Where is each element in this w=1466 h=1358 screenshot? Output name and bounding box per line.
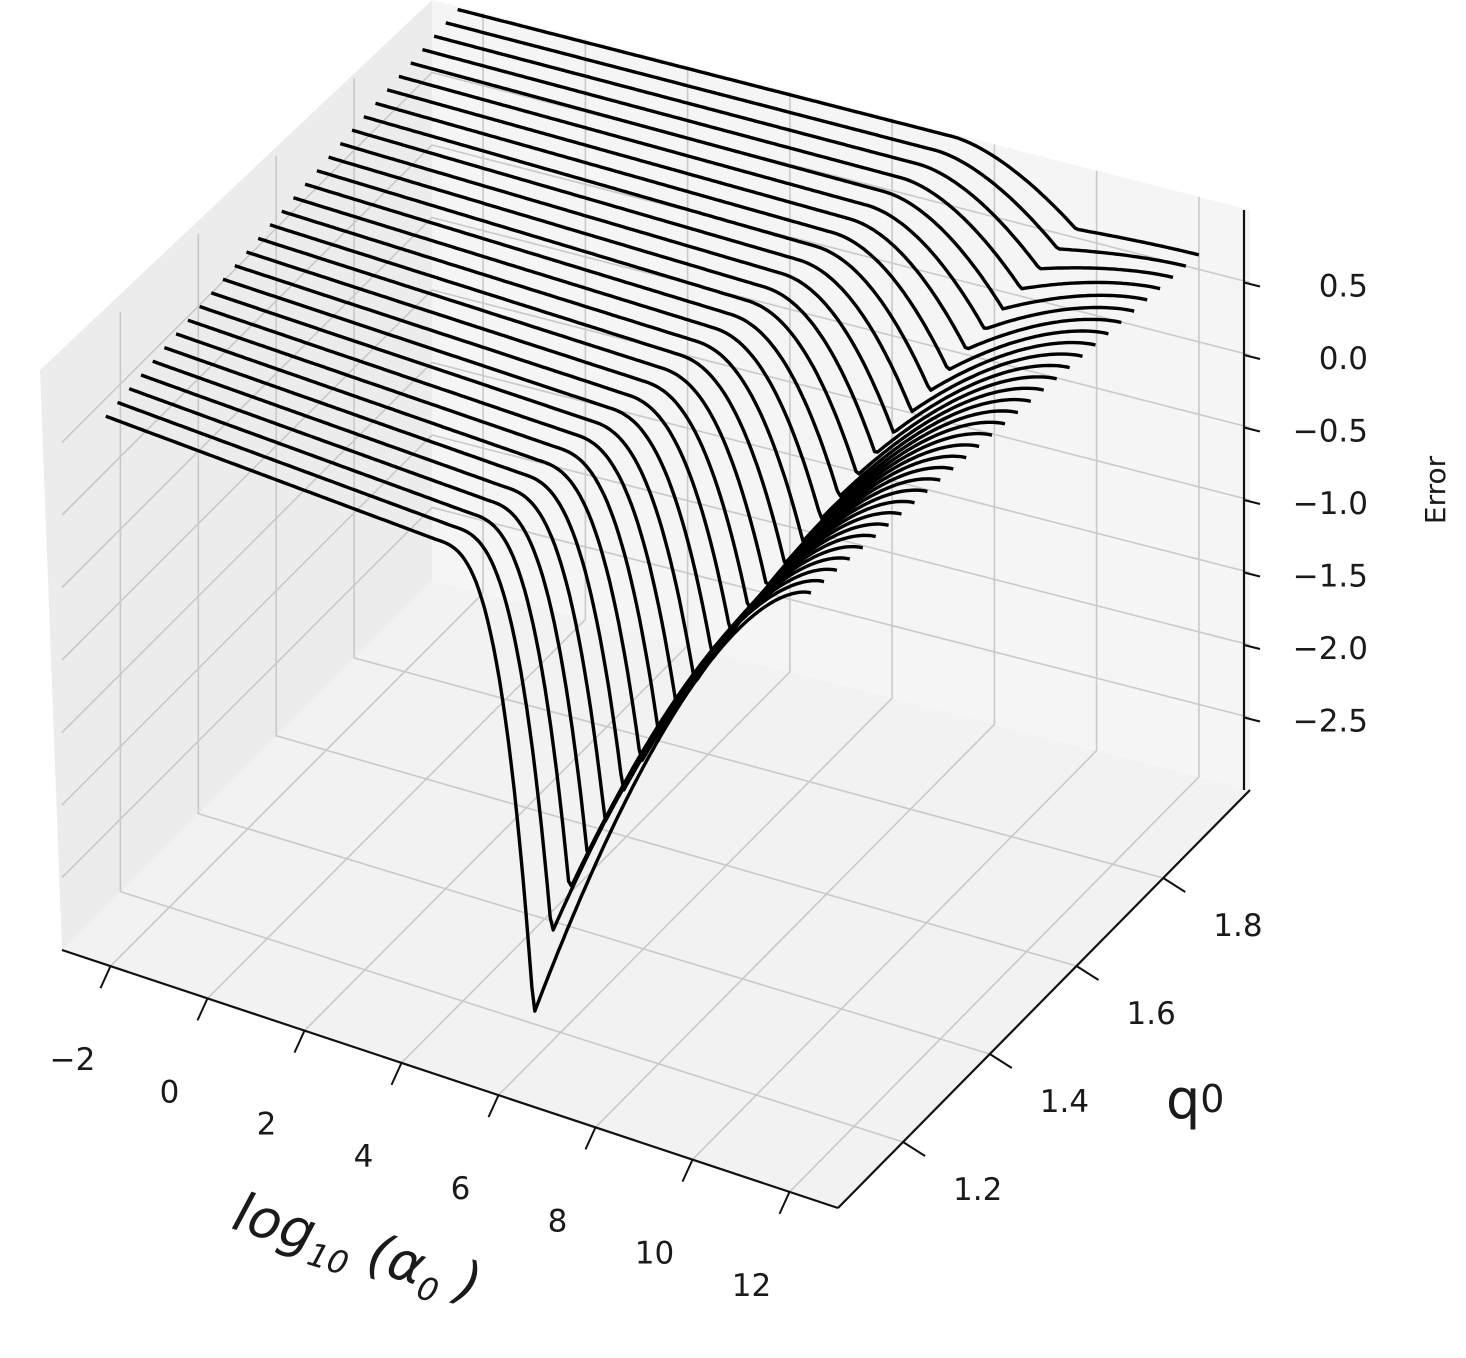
x-grid-line (691, 170, 1098, 1161)
z-grid-line (61, 506, 1251, 879)
y-tick-label: 1.4 (1040, 1084, 1089, 1120)
x-axis-title: log10 (α0 ) (224, 1180, 489, 1322)
y-tick (1162, 877, 1186, 893)
x-tick-label: 4 (354, 1139, 374, 1175)
z-tick (1243, 716, 1261, 723)
x-tick-label: 2 (257, 1107, 277, 1143)
series-line (433, 34, 1174, 280)
x-tick (196, 997, 209, 1021)
series-line (457, 7, 1200, 257)
y-tick-label: 1.2 (953, 1172, 1002, 1208)
y-grid-line (197, 233, 991, 1055)
series-line (386, 88, 1122, 351)
x-tick-label: 12 (732, 1268, 771, 1304)
x-tick-label: −2 (50, 1042, 96, 1078)
grid-lines (61, 13, 1251, 1193)
z-tick-label: −2.5 (1293, 704, 1368, 740)
floor-pane (62, 580, 1250, 1208)
series-line (421, 47, 1161, 291)
x-grid-line (497, 118, 893, 1096)
y-tick-label: 1.6 (1127, 996, 1176, 1032)
series-line (281, 209, 1006, 543)
x-tick (390, 1062, 403, 1086)
series-line (234, 263, 954, 635)
z-grid-line (61, 361, 1251, 734)
left-wall-pane (40, 0, 432, 950)
x-grid-line (788, 196, 1200, 1193)
y-tick (902, 1141, 926, 1157)
axis-lines (61, 210, 1261, 1215)
series-line (292, 196, 1019, 521)
z-grid-line (61, 289, 1251, 661)
x-tick-label: 8 (548, 1203, 568, 1239)
x-grid-line (109, 13, 484, 967)
x-tick (99, 965, 112, 989)
series-line (257, 236, 980, 586)
series-line (316, 169, 1045, 476)
z-tick-label: −1.5 (1293, 559, 1368, 595)
z-axis-title: Error (1419, 455, 1452, 524)
z-tick (1243, 281, 1261, 288)
x-grid-line (400, 91, 791, 1064)
x-tick (584, 1126, 597, 1150)
x-tick-label: 10 (635, 1236, 674, 1272)
z-tick-label: −0.5 (1293, 414, 1368, 450)
data-series (105, 7, 1200, 1013)
series-line (398, 74, 1135, 330)
z-grid-line (61, 71, 1251, 444)
y-axis-title: q0 (1166, 1068, 1224, 1131)
x-tick (293, 1030, 306, 1054)
z-tick-label: −2.0 (1293, 631, 1368, 667)
y-grid-line (119, 311, 904, 1143)
x-tick (681, 1159, 694, 1183)
y-tick (1075, 965, 1100, 981)
y-grid-line (353, 77, 1164, 879)
series-line (351, 128, 1083, 413)
series-line (410, 61, 1148, 311)
x-tick-label: 6 (451, 1171, 471, 1207)
series-line (363, 115, 1096, 392)
series-line (269, 223, 993, 564)
z-tick (1243, 644, 1261, 650)
y-tick (989, 1053, 1013, 1069)
series-line (445, 21, 1187, 268)
series-line (116, 400, 825, 932)
series-line (339, 141, 1070, 434)
series-line (328, 155, 1058, 454)
y-tick-label: 1.8 (1213, 908, 1262, 944)
series-line (245, 250, 967, 610)
z-grid-line (61, 434, 1251, 806)
z-tick-label: 0.0 (1319, 341, 1368, 377)
z-tick-label: 0.5 (1319, 269, 1368, 305)
x-axis-line (61, 948, 839, 1210)
series-line (304, 182, 1032, 498)
x-tick (487, 1094, 500, 1118)
x-tick (778, 1191, 791, 1215)
x-tick-label: 0 (160, 1074, 180, 1110)
series-line (105, 414, 812, 1013)
tick-labels: −2 0 2 4 6 8 10 12 1.2 1.4 1.6 1.8 0.5 0.0 −0.5 −1.0 −1.… (50, 269, 1368, 1304)
z-tick (1243, 571, 1261, 578)
z-tick (1243, 426, 1261, 433)
z-tick (1243, 354, 1261, 360)
series-line (375, 101, 1109, 371)
y-axis-line (837, 789, 1251, 1209)
z-tick (1243, 499, 1261, 505)
z-tick-label: −1.0 (1293, 486, 1368, 522)
